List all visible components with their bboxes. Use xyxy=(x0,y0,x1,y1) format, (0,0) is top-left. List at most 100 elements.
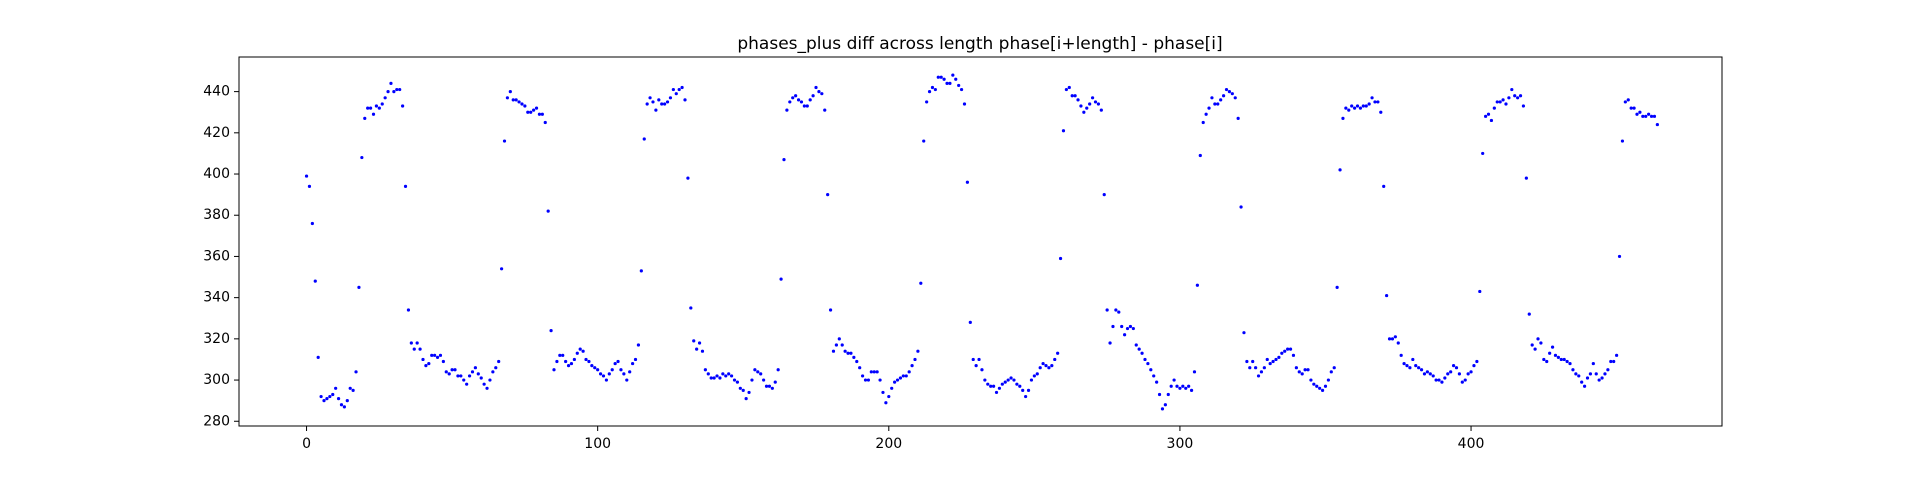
point xyxy=(858,366,862,370)
point xyxy=(319,394,323,399)
point xyxy=(613,361,617,366)
point xyxy=(398,87,402,92)
point xyxy=(1280,351,1284,355)
point xyxy=(904,374,908,378)
point xyxy=(974,364,978,368)
point xyxy=(697,341,702,345)
point xyxy=(1615,353,1619,357)
point xyxy=(1175,384,1179,388)
point xyxy=(476,372,480,376)
point xyxy=(680,85,684,90)
point xyxy=(622,372,626,376)
point xyxy=(1291,353,1296,357)
point xyxy=(1137,347,1141,351)
point xyxy=(1326,378,1330,382)
point xyxy=(1402,361,1406,366)
point xyxy=(686,176,690,180)
point xyxy=(1067,85,1071,90)
point xyxy=(517,100,521,104)
point xyxy=(1495,100,1499,104)
point xyxy=(866,378,871,382)
point xyxy=(965,180,969,184)
point xyxy=(1361,104,1365,108)
point xyxy=(1163,403,1167,407)
point xyxy=(1009,376,1013,380)
point xyxy=(1149,368,1153,372)
point xyxy=(1018,384,1022,388)
point xyxy=(1629,106,1633,110)
point xyxy=(505,96,510,100)
point xyxy=(1341,116,1345,120)
point xyxy=(1478,289,1482,294)
x-tick-label: 0 xyxy=(302,436,311,452)
point xyxy=(729,374,734,378)
point xyxy=(1647,112,1651,116)
point xyxy=(619,368,623,372)
point xyxy=(1347,108,1351,112)
point xyxy=(418,347,422,351)
point xyxy=(587,359,591,364)
point xyxy=(1024,394,1028,399)
y-tick-label: 440 xyxy=(203,84,230,100)
point xyxy=(1428,372,1432,376)
point xyxy=(1288,347,1293,351)
point xyxy=(1609,359,1613,364)
point xyxy=(1306,368,1310,372)
point xyxy=(727,372,731,376)
point xyxy=(482,382,486,386)
point xyxy=(1492,106,1496,110)
point xyxy=(514,98,518,102)
point xyxy=(1312,382,1316,386)
point xyxy=(887,394,891,399)
point xyxy=(1498,100,1502,104)
point xyxy=(433,353,437,357)
point xyxy=(610,368,614,372)
point xyxy=(415,341,419,345)
point xyxy=(465,382,469,386)
point xyxy=(502,139,507,143)
point xyxy=(1309,378,1313,382)
point xyxy=(354,370,358,374)
point xyxy=(1472,364,1476,368)
point xyxy=(875,370,879,374)
point xyxy=(1114,308,1118,312)
point xyxy=(540,112,544,116)
point xyxy=(677,87,681,92)
point xyxy=(508,90,512,94)
point xyxy=(491,370,495,374)
y-tick-label: 380 xyxy=(203,207,230,223)
point xyxy=(307,184,312,188)
point xyxy=(1513,94,1517,98)
point xyxy=(1638,110,1642,114)
point xyxy=(837,337,841,341)
point xyxy=(901,374,905,378)
point xyxy=(534,106,539,110)
point xyxy=(1076,98,1080,102)
point xyxy=(339,403,344,407)
point xyxy=(1219,98,1223,102)
point xyxy=(1064,87,1068,92)
point xyxy=(1038,366,1042,370)
point xyxy=(660,102,664,106)
point xyxy=(1044,364,1048,368)
point xyxy=(1123,333,1127,337)
y-tick-label: 320 xyxy=(203,331,230,347)
point xyxy=(1082,110,1086,114)
point xyxy=(986,382,990,386)
point xyxy=(756,370,760,374)
point xyxy=(823,108,827,112)
point xyxy=(1248,366,1252,370)
point xyxy=(1204,112,1208,116)
point xyxy=(1370,96,1374,100)
point xyxy=(762,378,766,382)
point xyxy=(1626,98,1630,102)
point xyxy=(459,374,463,378)
point xyxy=(412,347,416,351)
point xyxy=(1600,376,1604,380)
point xyxy=(834,343,838,347)
point xyxy=(1358,106,1363,110)
point xyxy=(645,102,649,106)
point xyxy=(1265,357,1269,362)
point xyxy=(1125,326,1130,331)
